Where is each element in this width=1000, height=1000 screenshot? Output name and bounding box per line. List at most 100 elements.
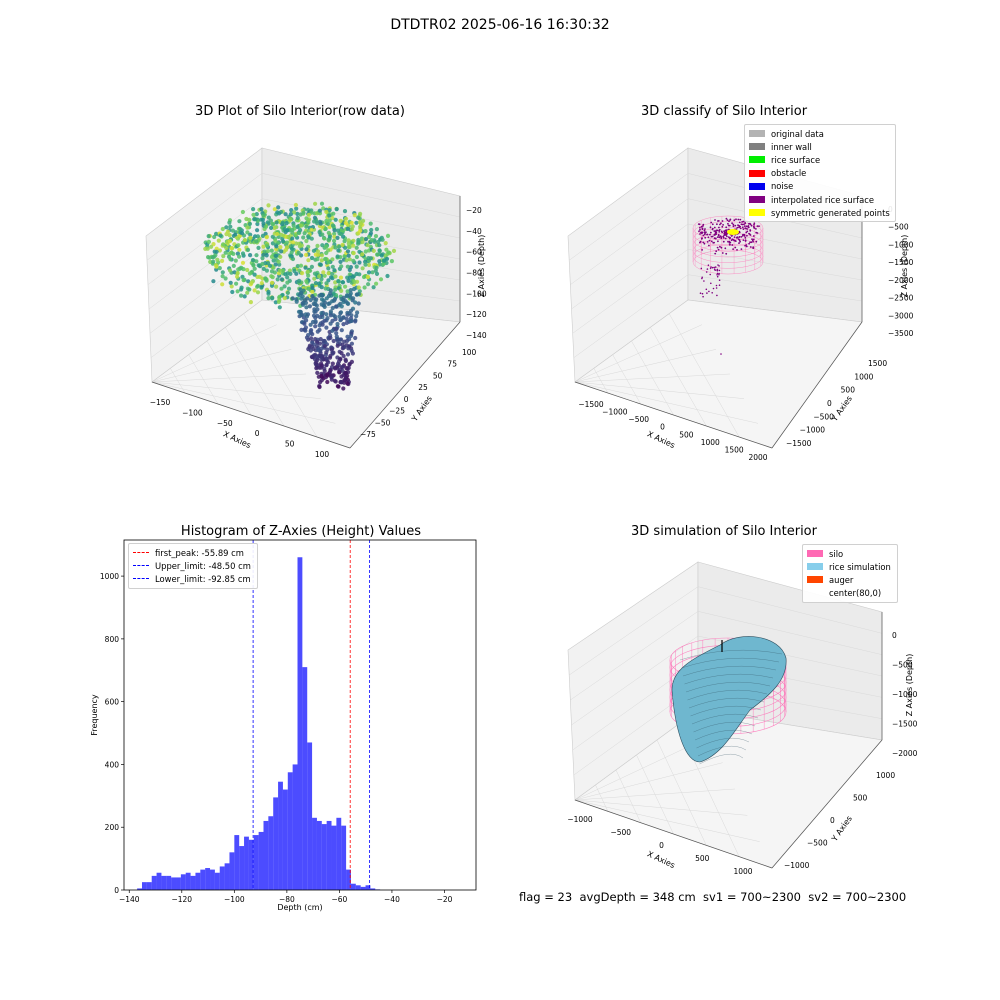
interpolated-point <box>720 353 722 355</box>
interpolated-point <box>710 266 712 268</box>
raw-point <box>327 208 332 213</box>
interpolated-point <box>710 221 713 224</box>
rice-mesh-line <box>687 689 768 701</box>
raw-point <box>343 220 348 225</box>
cls-x-tick: −1500 <box>578 400 604 409</box>
raw-point <box>283 212 288 217</box>
raw-point <box>240 251 246 256</box>
histogram-bar <box>219 866 225 890</box>
raw-point <box>325 379 330 385</box>
raw-point <box>245 267 250 273</box>
raw-point <box>280 220 285 225</box>
cls-xlabel: X Axies <box>646 429 677 450</box>
raw-point <box>330 215 335 221</box>
raw-point <box>291 223 296 228</box>
raw-point <box>341 322 346 327</box>
raw-point <box>360 266 365 271</box>
raw-point <box>274 244 279 249</box>
interpolated-point <box>718 284 721 287</box>
raw-point <box>341 353 346 359</box>
raw-point <box>246 279 251 284</box>
cls-x-tick: 0 <box>660 423 665 432</box>
histogram-x-tick: −60 <box>331 895 347 904</box>
interpolated-point <box>723 234 725 237</box>
legend-swatch <box>749 130 765 138</box>
raw-point <box>217 248 222 253</box>
cls-y-tick: 500 <box>841 386 856 395</box>
raw-point <box>328 291 333 296</box>
interpolated-point <box>700 225 703 228</box>
raw-point <box>297 268 302 273</box>
histogram-bar <box>161 875 167 890</box>
histogram-bar <box>200 869 206 890</box>
raw-point <box>379 253 384 258</box>
raw-point <box>306 273 311 278</box>
interpolated-point <box>701 249 703 251</box>
classify-legend-item: rice surface <box>749 153 891 166</box>
interpolated-point <box>703 242 706 245</box>
raw-point <box>252 266 257 271</box>
interpolated-point <box>739 218 742 221</box>
raw-point <box>245 230 250 235</box>
interpolated-point <box>734 240 737 243</box>
raw-point <box>217 266 222 271</box>
raw-y-tick: −25 <box>389 407 405 416</box>
raw-point <box>302 231 307 236</box>
raw-point <box>343 245 348 250</box>
raw-z-tick: −120 <box>466 310 487 319</box>
raw-point <box>268 218 273 223</box>
interpolated-point <box>737 224 739 227</box>
raw-x-tick: −100 <box>182 408 203 417</box>
raw-point <box>357 272 362 277</box>
legend-swatch <box>807 563 823 571</box>
interpolated-point <box>738 236 741 238</box>
interpolated-point <box>700 238 703 240</box>
histogram-bar <box>297 557 303 890</box>
raw-point <box>369 238 374 243</box>
raw-point <box>365 243 370 248</box>
interpolated-point <box>710 282 712 285</box>
raw-point <box>346 241 351 246</box>
raw-point <box>363 262 368 267</box>
interpolated-point <box>728 240 731 243</box>
interpolated-point <box>719 235 722 238</box>
histogram-bar <box>292 764 298 890</box>
raw-point <box>239 293 244 298</box>
raw-point <box>290 296 295 301</box>
raw-point <box>309 328 314 333</box>
raw-point <box>276 259 281 264</box>
interpolated-point <box>714 252 717 255</box>
raw-point <box>321 206 326 211</box>
raw-point <box>310 285 315 290</box>
raw-point <box>326 260 331 265</box>
raw-point <box>221 242 226 247</box>
legend-swatch <box>749 182 765 190</box>
raw-point <box>346 244 351 249</box>
interpolated-point <box>714 237 717 240</box>
legend-label: inner wall <box>771 141 812 152</box>
interpolated-point <box>708 239 711 242</box>
raw-point <box>322 366 327 371</box>
raw-point <box>261 221 266 226</box>
interpolated-point <box>745 244 748 246</box>
interpolated-point <box>722 237 725 239</box>
raw-point <box>324 363 329 368</box>
raw-point <box>343 357 348 362</box>
raw-point <box>335 384 340 389</box>
raw-point <box>256 263 261 268</box>
raw-point <box>293 202 298 208</box>
raw-point <box>374 227 379 232</box>
interpolated-point <box>703 280 705 282</box>
raw-point <box>326 266 331 271</box>
raw-point <box>330 257 335 262</box>
raw-point <box>345 301 350 306</box>
interpolated-point <box>701 232 703 235</box>
interpolated-point <box>737 238 740 241</box>
raw-point <box>377 259 382 264</box>
interpolated-point <box>749 246 752 248</box>
interpolated-point <box>720 222 722 225</box>
histogram-bar <box>176 877 181 890</box>
legend-label: center(80,0) <box>829 588 882 599</box>
raw-point <box>338 275 344 280</box>
raw-point <box>240 209 245 215</box>
